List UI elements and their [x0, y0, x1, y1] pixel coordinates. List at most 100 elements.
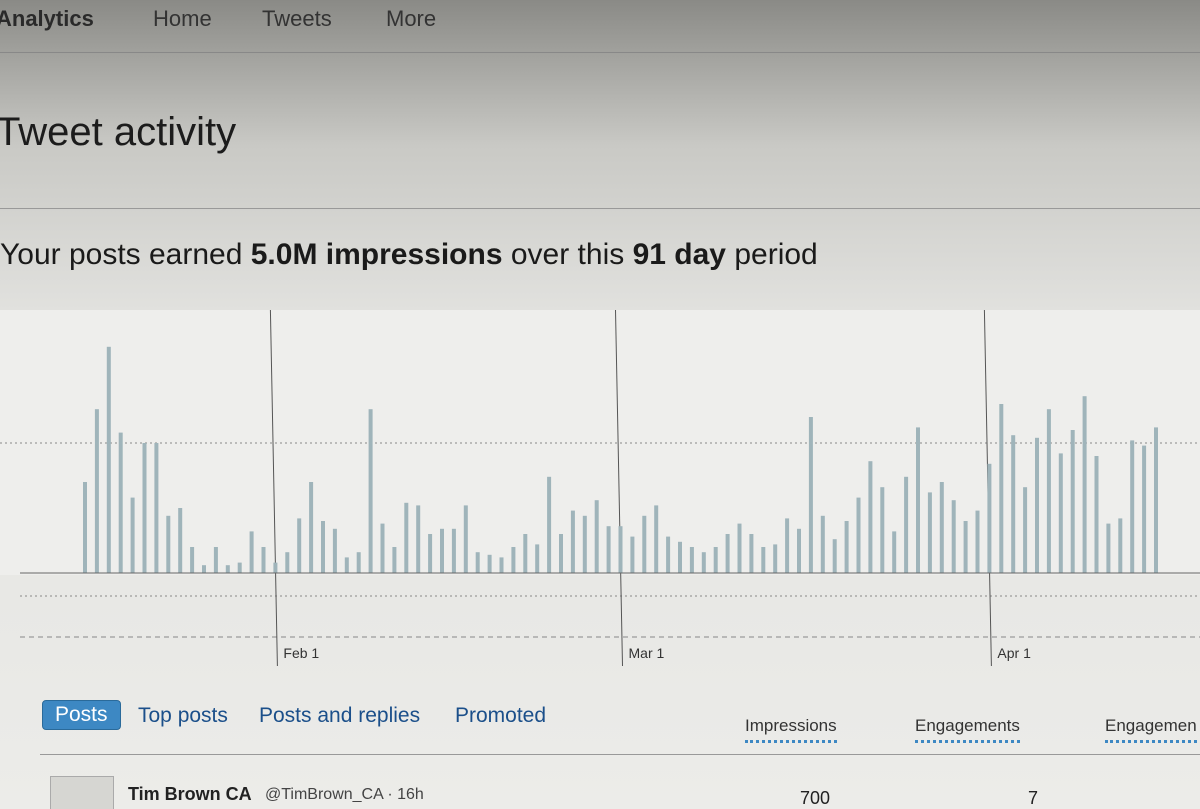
bar — [106, 346, 111, 573]
bar — [154, 443, 159, 573]
brand[interactable]: Analytics — [0, 6, 94, 31]
bar — [332, 528, 337, 573]
bar — [1023, 487, 1028, 573]
bar — [630, 536, 635, 573]
bar — [297, 518, 302, 573]
bar — [249, 531, 254, 573]
bar — [94, 409, 99, 573]
bar — [237, 562, 242, 573]
bar — [285, 552, 290, 573]
nav-link[interactable]: More — [386, 6, 437, 31]
chart: Feb 1 Mar 1 Apr 1 — [0, 309, 1200, 667]
bar — [761, 547, 766, 573]
bar — [368, 409, 373, 573]
bar — [844, 521, 849, 573]
bar — [535, 544, 540, 573]
bar — [868, 461, 873, 573]
bar — [618, 526, 623, 573]
bar — [225, 565, 230, 573]
bar — [689, 547, 694, 573]
bar — [1106, 523, 1111, 573]
summary-text: period — [734, 238, 818, 271]
column-header[interactable]: Engagements — [915, 716, 1020, 743]
bar — [713, 547, 718, 573]
bar — [749, 534, 754, 573]
bar — [904, 476, 909, 573]
tab[interactable]: Promoted — [455, 704, 547, 727]
bar — [499, 557, 504, 573]
impressions: 700 — [800, 788, 831, 808]
nav-link[interactable]: Tweets — [262, 6, 332, 31]
summary-text: over this — [510, 238, 625, 271]
bar — [273, 562, 278, 573]
bar — [773, 544, 778, 573]
bar — [1035, 437, 1039, 573]
bar — [356, 552, 361, 573]
nav-link[interactable]: Home — [153, 6, 212, 31]
summary-value: 5.0M impressions — [250, 238, 503, 271]
nav-bar: Analytics Home Tweets More — [0, 0, 1200, 53]
x-tick-label: Apr 1 — [997, 645, 1031, 661]
bar — [737, 523, 742, 573]
bar — [701, 552, 706, 573]
bar — [142, 443, 147, 573]
x-tick-line — [269, 309, 278, 667]
column-header[interactable]: Engagemen — [1105, 716, 1197, 743]
bar — [1070, 430, 1075, 573]
bar — [321, 521, 325, 573]
tab[interactable]: Posts and replies — [259, 704, 421, 727]
bar — [1118, 518, 1123, 573]
tab[interactable]: Posts — [42, 700, 121, 730]
bar — [547, 476, 552, 573]
bar — [463, 505, 468, 573]
bar — [487, 554, 492, 573]
bar — [951, 500, 956, 573]
bar — [178, 508, 183, 573]
engagements: 7 — [1028, 788, 1039, 808]
divider — [40, 754, 1200, 755]
summary-text: Your posts earned — [0, 238, 243, 271]
bar — [963, 521, 968, 573]
bar — [475, 552, 480, 573]
bar — [130, 497, 135, 573]
tab[interactable]: Top posts — [138, 704, 228, 727]
bar — [582, 515, 587, 573]
bar — [606, 526, 611, 573]
bar — [523, 534, 528, 573]
bar — [916, 427, 920, 573]
bar — [1142, 445, 1147, 573]
bar — [404, 502, 409, 573]
author-handle: @TimBrown_CA · 16h — [265, 786, 424, 803]
bar — [166, 515, 171, 573]
bar — [678, 541, 682, 573]
bar — [440, 528, 444, 573]
bar — [654, 505, 659, 573]
bar — [939, 482, 944, 573]
bar — [1058, 453, 1063, 573]
bar — [797, 528, 801, 573]
bar — [666, 536, 671, 573]
bar — [808, 417, 813, 573]
bar — [202, 565, 206, 573]
bar — [190, 547, 195, 573]
bar — [511, 547, 516, 573]
bar — [1046, 409, 1051, 573]
column-header[interactable]: Impressions — [745, 716, 837, 743]
bar — [999, 404, 1004, 573]
bar — [1130, 440, 1135, 573]
x-tick-label: Feb 1 — [283, 645, 319, 661]
bar — [725, 534, 730, 573]
page-title: Tweet activity — [0, 110, 237, 154]
bar — [380, 523, 385, 573]
bar — [1154, 427, 1158, 573]
bar — [927, 492, 932, 573]
author-name[interactable]: Tim Brown CA — [128, 784, 252, 804]
summary-value: 91 day — [632, 238, 726, 271]
bar — [785, 518, 790, 573]
bar — [83, 482, 87, 573]
bar — [820, 515, 825, 573]
bar — [309, 482, 314, 573]
summary: Your posts earned 5.0M impressions over … — [0, 238, 818, 272]
